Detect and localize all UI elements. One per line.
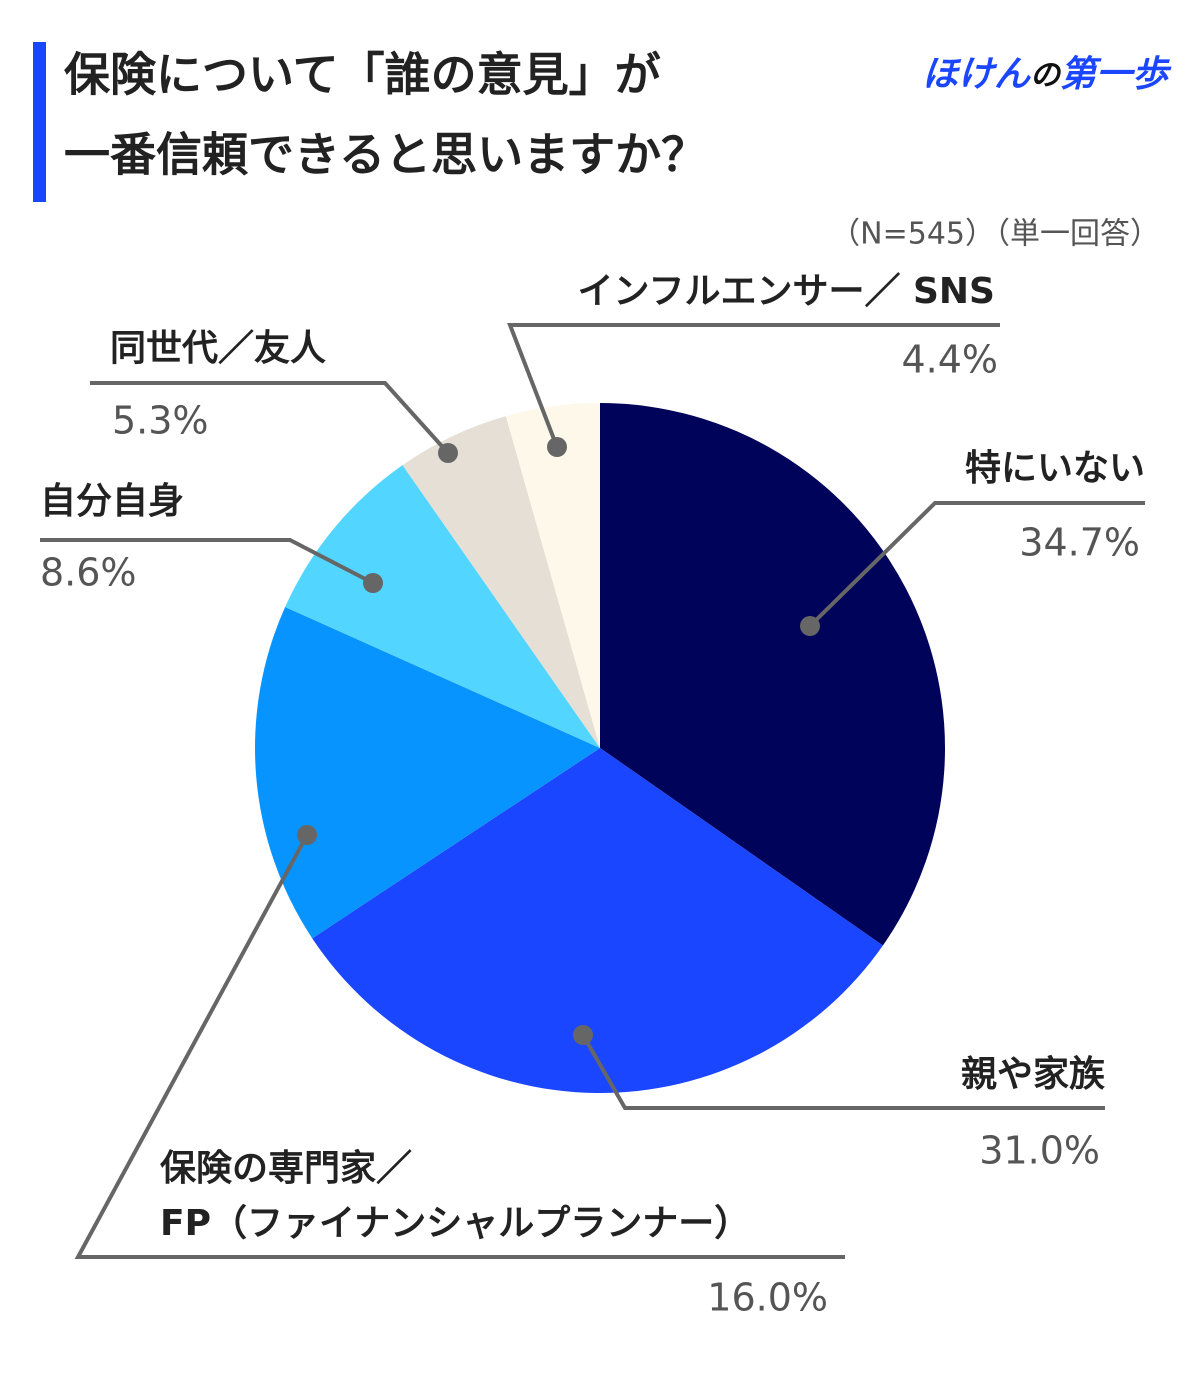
value-label: 4.4% [901, 338, 998, 382]
note: （N=545）（単一回答） [830, 217, 1160, 252]
pie-slice [402, 416, 600, 748]
title-bar [33, 42, 46, 202]
leader-dot [573, 1025, 593, 1045]
brand: ほけんの第一歩 [922, 54, 1172, 95]
pie-slice [600, 403, 946, 946]
leader-dot [547, 437, 567, 457]
category-label: 同世代／友人 [110, 328, 326, 369]
category-label: 保険の専門家／ FP（ファイナンシャルプランナー） [160, 1148, 750, 1244]
value-label: 5.3% [112, 399, 209, 443]
brand-part: 第一歩 [1060, 54, 1172, 95]
leader-dot [438, 443, 458, 463]
category-label: 自分自身 [40, 481, 184, 522]
leader-line [808, 501, 1145, 628]
chart-title: 一番信頼できると思いますか？ [64, 128, 707, 182]
category-label: 特にいない [965, 448, 1145, 489]
leader-line [40, 538, 374, 585]
leader-dot [363, 573, 383, 593]
leader-dot [297, 825, 317, 845]
category-label: 親や家族 [961, 1054, 1105, 1095]
brand-part: の [1030, 58, 1062, 93]
value-label: 34.7% [1019, 521, 1140, 565]
leader-line [90, 381, 450, 455]
pie-slice [505, 403, 600, 748]
leader-line [581, 1034, 1105, 1110]
value-label: 31.0% [979, 1129, 1100, 1173]
leader-line [507, 323, 1000, 448]
pie-slice [285, 465, 600, 748]
leader-line [74, 834, 845, 1259]
chart-title: 保険について「誰の意見」が [64, 48, 661, 102]
value-label: 16.0% [707, 1276, 828, 1320]
value-label: 8.6% [40, 551, 137, 595]
leader-dot [800, 616, 820, 636]
pie-slice [312, 748, 883, 1093]
brand-part: ほけん [922, 54, 1031, 95]
pie-slice [255, 607, 600, 939]
category-label: インフルエンサー／ SNS [578, 271, 995, 312]
